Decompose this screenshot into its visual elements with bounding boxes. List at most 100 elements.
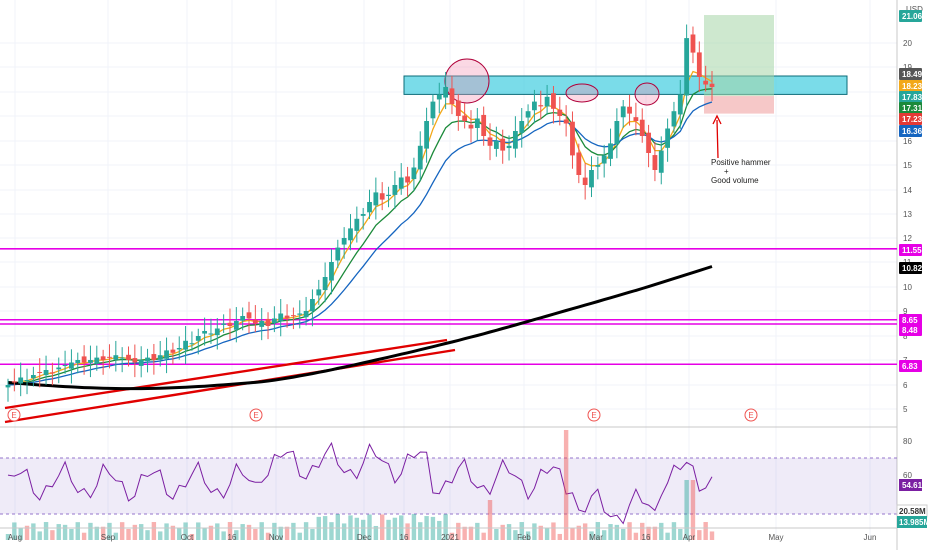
candle-body	[24, 380, 30, 381]
volume-bar	[43, 522, 49, 540]
candle-body	[696, 52, 702, 77]
candle-body	[138, 360, 144, 366]
candle-body	[252, 319, 258, 324]
time-tick-label: 16	[400, 533, 409, 542]
volume-bar	[646, 526, 651, 540]
candle-body	[303, 311, 309, 318]
price-tick-label: 20	[903, 39, 912, 48]
volume-bar	[462, 526, 467, 540]
time-tick-label: Feb	[517, 533, 531, 542]
volume-bar	[601, 530, 607, 540]
candle-body	[493, 141, 499, 149]
volume-bar	[5, 534, 11, 540]
volume-bar	[392, 517, 398, 540]
volume-bar	[563, 430, 569, 540]
volume-bar	[671, 522, 677, 540]
candle-body	[265, 318, 271, 326]
candle-body	[49, 372, 55, 374]
volume-bar	[487, 500, 493, 540]
candle-body	[582, 177, 588, 185]
volume-bar	[119, 522, 125, 540]
earnings-marker	[249, 408, 263, 422]
rsi-band	[0, 458, 897, 514]
volume-bar	[303, 522, 309, 540]
volume-bar	[341, 523, 347, 540]
volume-bar	[405, 523, 410, 540]
candle-body	[221, 323, 227, 325]
candle-body	[348, 228, 353, 241]
annotation-arrowhead	[712, 114, 722, 125]
candle-body	[373, 192, 379, 206]
earnings-marker-label: E	[748, 411, 753, 420]
candle-body	[208, 333, 214, 335]
price-tick-label: 6	[903, 381, 908, 390]
profit-zone	[704, 15, 774, 97]
earnings-marker	[587, 408, 601, 422]
volume-bar	[81, 532, 87, 540]
volume-bar	[386, 519, 391, 540]
annotation-zones	[0, 15, 897, 366]
candle-body	[576, 152, 582, 175]
volume-bar	[50, 530, 55, 540]
candle-body	[291, 315, 296, 317]
candle-body	[417, 145, 423, 170]
candle-body	[107, 356, 112, 358]
volume-bar	[354, 517, 360, 540]
candle-body	[614, 121, 620, 144]
volume-bar	[196, 522, 201, 540]
price-tick-label: 19	[903, 63, 912, 72]
volume-bar	[12, 522, 17, 540]
ema-slow-line	[7, 101, 713, 386]
price-tag-label: 21.06	[902, 12, 923, 21]
price-tick-label: 14	[903, 186, 912, 195]
volume-bar	[678, 528, 683, 540]
volume-bar	[640, 522, 645, 540]
volume-bar	[513, 530, 518, 540]
volume-bar	[475, 522, 480, 540]
sma-200-line	[7, 265, 713, 391]
candle-body	[474, 118, 480, 128]
volume-bar	[608, 524, 613, 540]
volume-bar	[291, 522, 296, 540]
price-tick-label: 5	[903, 405, 908, 414]
candle-body	[677, 94, 683, 115]
candle-body	[544, 96, 550, 107]
volume-bar	[126, 528, 131, 540]
candle-body	[398, 177, 404, 189]
time-axis: Aug Sep Oct 16 Nov Dec 16 2021 Feb Mar 16 Apr May Jun	[0, 527, 897, 542]
volume-bar	[189, 533, 195, 540]
candle-body	[462, 115, 468, 121]
candle-body	[468, 124, 474, 129]
candle-body	[126, 354, 131, 360]
volume-bar	[418, 522, 423, 540]
time-tick-label: Apr	[683, 533, 696, 542]
candle-body	[512, 131, 518, 149]
volume-bar	[335, 514, 341, 540]
volume-bar	[164, 523, 169, 540]
volume-bar	[551, 522, 556, 540]
volume-bar	[665, 532, 670, 540]
volume-bar	[367, 514, 372, 540]
volume-bar	[265, 532, 271, 540]
volume-bar	[659, 522, 664, 540]
price-tag-label: 11.55	[902, 246, 922, 255]
volume-bar	[151, 522, 157, 540]
annotations: E E E E Positive hammer+Good volume	[7, 114, 771, 422]
earnings-marker	[7, 408, 21, 422]
candle-body	[354, 218, 360, 231]
volume-bar	[215, 523, 220, 540]
price-tag-label: 8.65	[902, 316, 918, 325]
volume-bar	[652, 526, 658, 540]
volume-bar	[246, 524, 252, 540]
price-tag	[899, 244, 922, 256]
volume-bar	[227, 522, 233, 540]
time-tick-label: 16	[228, 533, 237, 542]
price-tag	[899, 102, 922, 114]
volume-bar	[633, 532, 639, 540]
price-tag-label: 17.83	[902, 93, 923, 102]
price-tag-label: 18.23	[902, 82, 923, 91]
volume-bar	[519, 522, 524, 540]
candle-body	[360, 214, 366, 216]
volume-bar	[525, 531, 531, 540]
